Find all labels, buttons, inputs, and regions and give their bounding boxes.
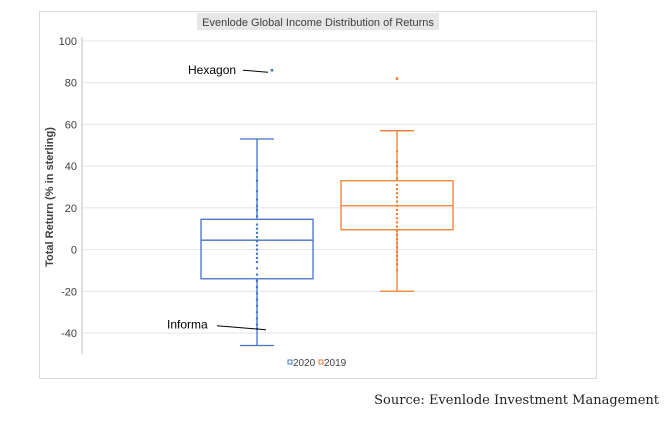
chart-title: Evenlode Global Income Distribution of R… <box>202 17 434 29</box>
data-point-2019 <box>395 177 399 180</box>
y-tick-label: 80 <box>65 78 77 90</box>
data-point-2019 <box>395 160 399 164</box>
data-point-2019 <box>395 200 399 203</box>
data-point-2020 <box>255 260 259 264</box>
data-point-2020 <box>255 240 259 243</box>
data-point-2019 <box>395 208 399 212</box>
data-point-2019 <box>395 242 399 245</box>
data-point-2020 <box>255 208 259 212</box>
y-tick-label: -40 <box>61 328 77 340</box>
data-point-2020 <box>255 231 259 235</box>
data-point-2020 <box>255 304 259 308</box>
data-point-2020 <box>255 227 259 230</box>
outlier-point-2020 <box>270 68 274 72</box>
legend-label-2019: 2019 <box>324 358 347 369</box>
data-point-2020 <box>255 223 259 226</box>
data-point-2019 <box>395 212 399 216</box>
data-point-2019 <box>395 204 399 207</box>
data-point-2020 <box>255 235 259 239</box>
data-point-2020 <box>255 189 259 193</box>
legend-swatch-2020 <box>287 359 293 365</box>
data-point-2020 <box>255 310 259 314</box>
box-2020 <box>200 218 314 280</box>
data-point-2020 <box>255 204 259 207</box>
data-point-2019 <box>395 233 399 237</box>
y-tick-label: -20 <box>61 286 77 298</box>
chart-title-background <box>197 13 439 30</box>
data-point-2020 <box>255 323 259 326</box>
data-point-2019 <box>395 187 399 191</box>
data-point-2020 <box>255 244 259 247</box>
data-point-2020 <box>255 267 259 270</box>
annotation-leader-line <box>242 69 269 73</box>
chart-frame: Evenlode Global Income Distribution of R… <box>39 11 597 379</box>
data-point-2020 <box>255 198 259 201</box>
data-point-2020 <box>255 169 259 172</box>
data-point-2019 <box>395 269 399 272</box>
data-point-2019 <box>395 196 399 199</box>
y-axis-label: Total Return (% in sterling) <box>44 127 56 267</box>
data-point-2020 <box>255 317 259 320</box>
data-point-2019 <box>395 262 399 266</box>
data-point-2019 <box>395 150 399 153</box>
data-point-2019 <box>395 217 399 220</box>
data-point-2019 <box>395 246 399 249</box>
data-point-2020 <box>255 215 259 218</box>
data-point-2019 <box>395 237 399 241</box>
data-point-2020 <box>255 256 259 260</box>
annotation-label: Hexagon <box>188 63 236 77</box>
data-point-2019 <box>395 221 399 224</box>
annotation-leader-line <box>216 325 267 331</box>
data-point-2019 <box>395 192 399 195</box>
data-point-2020 <box>255 252 259 255</box>
box-plot-chart: Evenlode Global Income Distribution of R… <box>44 13 595 369</box>
data-point-2020 <box>255 248 259 251</box>
data-point-2019 <box>395 254 399 258</box>
outlier-point-2019 <box>395 77 399 80</box>
data-point-2020 <box>255 298 259 301</box>
data-point-2019 <box>395 164 399 168</box>
data-point-2019 <box>395 171 399 174</box>
data-point-2020 <box>255 292 259 295</box>
y-tick-label: 100 <box>59 36 77 48</box>
annotation-label: Informa <box>167 318 208 332</box>
data-point-2019 <box>395 229 399 232</box>
data-point-2019 <box>395 225 399 228</box>
data-point-2019 <box>395 258 399 262</box>
source-caption: Source: Evenlode Investment Management <box>374 393 659 408</box>
data-point-2019 <box>395 250 399 253</box>
data-point-2020 <box>255 285 259 289</box>
legend-swatch-2019 <box>318 359 324 365</box>
y-tick-label: 20 <box>65 203 77 215</box>
data-point-2019 <box>395 183 399 187</box>
data-point-2020 <box>255 179 259 182</box>
y-tick-label: 0 <box>71 245 77 257</box>
data-point-2020 <box>255 273 259 276</box>
y-tick-label: 40 <box>65 161 77 173</box>
legend-label-2020: 2020 <box>293 358 316 369</box>
y-tick-label: 60 <box>65 119 77 131</box>
data-point-2020 <box>255 279 259 283</box>
